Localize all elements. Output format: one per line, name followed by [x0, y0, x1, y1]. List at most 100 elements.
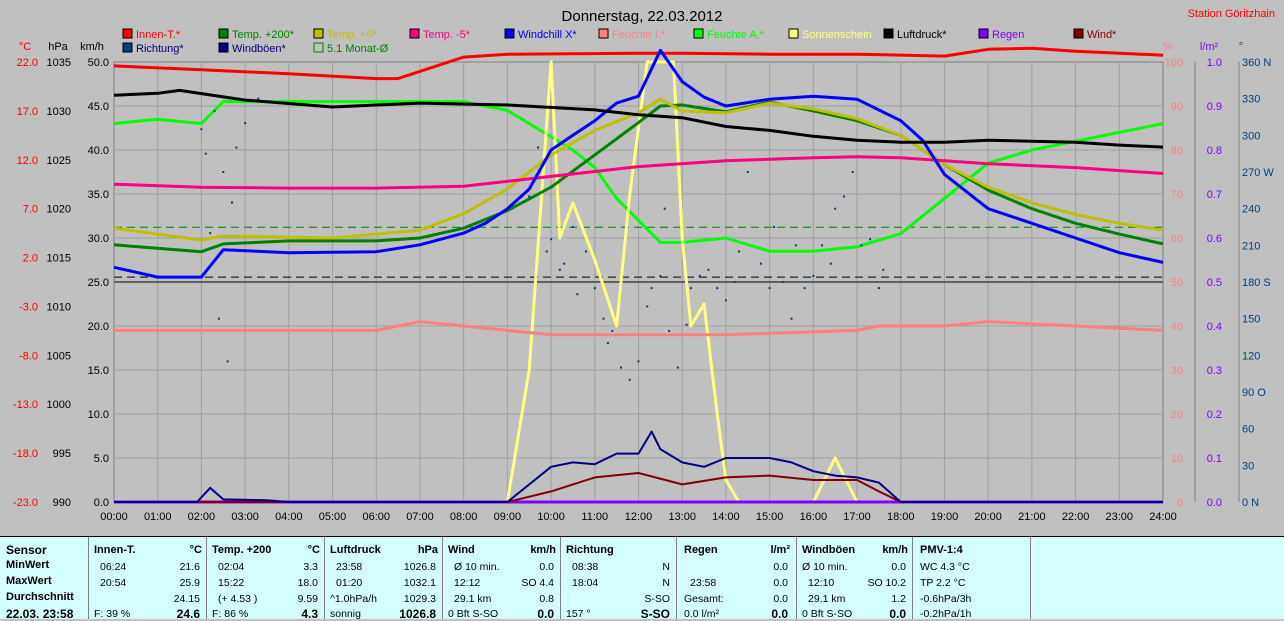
legend-label: Windböen*	[232, 43, 287, 55]
stats-regen-total: 0.0	[773, 593, 788, 605]
axis-tick-label: 90 O	[1242, 387, 1266, 399]
x-tick-label: 04:00	[275, 511, 303, 523]
stats-innen-min-time: 06:24	[100, 561, 127, 573]
stats-regen-current: 0.0	[771, 607, 788, 621]
stats-boeen-avg: 1.2	[891, 593, 906, 605]
stats-innen-humidity: F: 39 %	[94, 608, 131, 620]
row-label-min: MinWert	[6, 559, 50, 571]
row-label-avg: Durchschnitt	[6, 591, 74, 603]
series-line	[113, 88, 1164, 149]
axis-tick-label: 17.0	[17, 106, 38, 118]
stats-pmv-trend3h: -0.6hPa/3h	[920, 593, 972, 605]
stats-temp-current: 4.3	[301, 607, 318, 621]
stats-pmv: PMV-1:4 WC 4.3 °C TP 2.2 °C -0.6hPa/3h -…	[920, 537, 1030, 620]
weather-chart: Donnerstag, 22.03.2012 Station Göritzhai…	[13, 8, 1275, 523]
direction-point	[545, 250, 548, 253]
stats-richtung-min: N	[662, 561, 670, 573]
stats-richtung-min-time: 08:38	[572, 561, 599, 573]
x-tick-label: 07:00	[406, 511, 434, 523]
axis-tick-label: 60	[1171, 233, 1183, 245]
direction-point	[738, 250, 741, 253]
axis-tick-label: 10	[1171, 453, 1183, 465]
direction-point	[882, 268, 885, 271]
stats-druck-current: 1026.8	[399, 607, 436, 621]
direction-point	[235, 146, 238, 149]
axis-ticks: 22.0 17.0 12.0 7.0 2.0 -3.0 -8.0 -13.0 -18.0 -23.…	[13, 57, 1274, 523]
stats-temp-max: 18.0	[297, 577, 318, 589]
axis-unit-label: hPa	[48, 41, 68, 53]
stats-druck-max: 1032.1	[403, 577, 436, 589]
stats-richtung-current: S-SO	[640, 607, 670, 621]
direction-point	[668, 329, 671, 332]
stats-regen-unit: l/m²	[770, 544, 790, 556]
stats-innen: Innen-T. °C 06:24 21.6 20:54 25.9 24.15 …	[94, 537, 202, 621]
direction-point	[213, 109, 216, 112]
stats-separator	[324, 537, 325, 619]
direction-point	[842, 195, 845, 198]
x-tick-label: 03:00	[231, 511, 259, 523]
legend-swatch	[122, 28, 133, 39]
stats-wind-avg-label: Ø 10 min.	[454, 561, 500, 573]
stats-wind-bft: 0 Bft S-SO	[448, 608, 499, 620]
stats-boeen-bft: 0 Bft S-SO	[802, 608, 853, 620]
axis-tick-label: 30	[1242, 460, 1254, 472]
direction-point	[209, 232, 212, 235]
legend-swatch	[978, 28, 989, 39]
stats-boeen-distance: 29.1 km	[808, 593, 846, 605]
x-tick-label: 09:00	[494, 511, 522, 523]
stats-boeen: Windböen km/h Ø 10 min. 0.0 12:10 SO 10.…	[802, 537, 908, 621]
stats-richtung: Richtung 08:38 N 18:04 N S-SO 157 ° S-SO	[566, 537, 672, 621]
stats-wind-current: 0.0	[537, 607, 554, 621]
series-line	[114, 320, 1164, 337]
axis-tick-label: 990	[53, 497, 71, 509]
axis-tick-label: 30	[1171, 365, 1183, 377]
stats-separator	[442, 537, 443, 619]
axis-tick-label: 2.0	[23, 253, 38, 265]
direction-point	[536, 146, 539, 149]
direction-point	[676, 366, 679, 369]
x-tick-label: 16:00	[800, 511, 828, 523]
axis-tick-label: 150	[1242, 314, 1260, 326]
stats-druck: Luftdruck hPa 23:58 1026.8 01:20 1032.1 …	[330, 537, 438, 621]
stats-regen-min: 0.0	[773, 561, 788, 573]
stats-wind-max-time: 12:12	[454, 577, 481, 589]
chart-legend: Innen-T.* Temp. +200* Temp. +5* Temp. -5* Wi…	[122, 28, 1117, 55]
axis-tick-label: 60	[1242, 424, 1254, 436]
direction-point	[821, 244, 824, 247]
direction-point	[200, 128, 203, 131]
x-tick-label: 20:00	[974, 511, 1002, 523]
stats-richtung-degrees: 157 °	[566, 608, 591, 620]
direction-point	[781, 281, 784, 283]
axis-tick-label: 1.0	[1207, 57, 1222, 69]
stats-wind-avg: 0.8	[539, 593, 554, 605]
legend-label: Feuchte A.*	[707, 29, 765, 41]
series-line	[114, 60, 1163, 504]
x-tick-label: 10:00	[537, 511, 565, 523]
axis-tick-label: 50	[1171, 277, 1183, 289]
axis-tick-label: -13.0	[13, 399, 38, 411]
legend-swatch	[883, 28, 894, 39]
stats-separator	[796, 537, 797, 619]
axis-tick-label: 7.0	[23, 204, 38, 216]
axis-tick-label: 0.4	[1207, 321, 1222, 333]
axis-tick-label: 0.0	[94, 497, 109, 509]
stats-temp: Temp. +200 °C 02:04 3.3 15:22 18.0 (+ 4.…	[212, 537, 320, 621]
direction-point	[812, 274, 815, 277]
stats-wind-max: SO 4.4	[521, 577, 554, 589]
stats-innen-avg: 24.15	[173, 593, 200, 605]
axis-tick-label: -8.0	[19, 350, 38, 362]
direction-point	[620, 366, 623, 369]
axis-tick-label: 10.0	[88, 409, 109, 421]
direction-point	[602, 317, 605, 320]
direction-point	[550, 238, 553, 241]
axis-tick-label: 0.5	[1207, 277, 1222, 289]
stats-temp-humidity: F: 86 %	[212, 608, 249, 620]
axis-tick-label: 35.0	[88, 189, 109, 201]
axis-tick-label: 0	[1177, 497, 1183, 509]
stats-separator	[1030, 537, 1031, 619]
direction-point	[746, 171, 749, 173]
x-tick-label: 08:00	[450, 511, 478, 523]
stats-innen-current: 24.6	[176, 607, 200, 621]
axis-tick-label: 50.0	[88, 57, 109, 69]
axis-tick-label: 1030	[47, 106, 71, 118]
